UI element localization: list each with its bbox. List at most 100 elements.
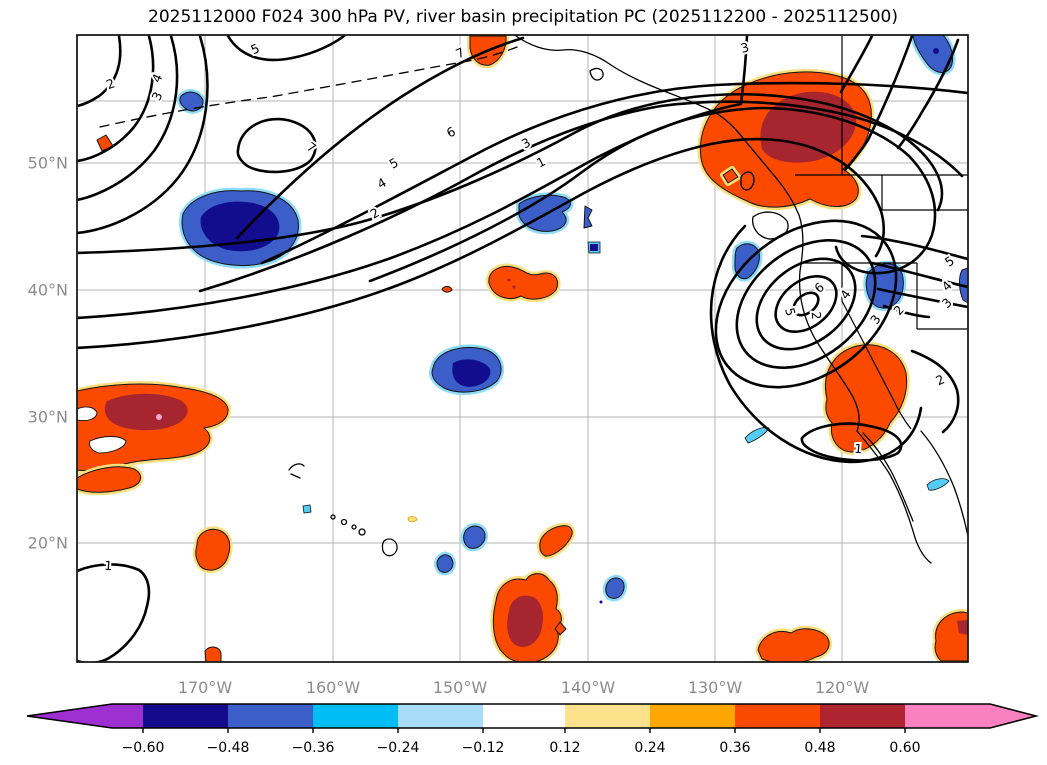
pv-contour — [77, 563, 151, 662]
pv-contour-label: 1 — [534, 154, 548, 171]
colorbar-tick-label: 0.12 — [549, 740, 580, 756]
hawaii-island — [351, 524, 357, 530]
positive-region-weak — [407, 516, 418, 523]
lon-tick-label: 170°W — [178, 678, 233, 697]
colorbar-segment — [398, 704, 483, 728]
colorbar-tick-label: −0.60 — [122, 740, 165, 756]
hawaii-island — [340, 518, 348, 526]
pv-contour — [77, 35, 209, 235]
colorbar-tick-label: 0.36 — [719, 740, 750, 756]
pv-contour — [882, 304, 931, 319]
lat-tick-label: 30°N — [28, 408, 68, 427]
pv-contour-label: 7 — [304, 139, 319, 156]
negative-region-core — [590, 244, 598, 251]
lat-tick-label: 40°N — [28, 281, 68, 300]
pv-contour — [77, 35, 122, 108]
colorbar-segment — [228, 704, 313, 728]
negative-region — [179, 91, 204, 112]
pv-contour-label: 2 — [933, 371, 947, 388]
map-frame — [76, 34, 969, 663]
positive-region — [204, 646, 222, 662]
pv-contour — [77, 137, 886, 350]
lon-tick-label: 150°W — [433, 678, 488, 697]
colorbar: −0.60 −0.48 −0.36 −0.24 −0.12 0.12 0.24 0.36 0.4… — [26, 703, 1040, 756]
pv-contour — [843, 35, 914, 172]
negative-region-core — [452, 359, 491, 387]
pv-contour-label: 6 — [444, 124, 458, 141]
negative-region — [583, 205, 593, 229]
colorbar-tick-label: 0.48 — [804, 740, 835, 756]
pv-contour-label: 7 — [453, 44, 467, 61]
positive-region — [757, 628, 830, 662]
pv-contour-label: 3 — [519, 135, 533, 152]
latitude-tick-labels: 50°N 40°N 30°N 20°N — [28, 154, 68, 553]
positive-speck — [507, 278, 511, 282]
positive-region-core — [507, 595, 543, 647]
pv-contour — [860, 234, 968, 261]
positive-region — [554, 621, 567, 636]
haida-gwaii-island — [740, 171, 755, 191]
negative-dot — [599, 600, 603, 604]
pv-contour — [755, 257, 857, 351]
pv-contour — [910, 349, 960, 434]
positive-region — [77, 466, 142, 493]
pv-contour-label: 3 — [739, 39, 751, 56]
ca-nv-border — [841, 263, 912, 430]
shading-gap — [89, 436, 127, 454]
positive-region — [195, 528, 231, 571]
pv-contour-label: 5 — [782, 306, 799, 318]
pv-contour-lines — [77, 35, 968, 662]
lon-tick-label: 130°W — [688, 678, 743, 697]
negative-region-light — [302, 504, 312, 514]
negative-region-light — [926, 478, 950, 491]
longitude-tick-labels: 170°W 160°W 150°W 140°W 130°W 120°W — [178, 678, 870, 697]
hawaii-island — [330, 514, 336, 520]
negative-region — [605, 577, 625, 599]
pv-contour — [226, 35, 346, 62]
positive-speck — [512, 285, 516, 289]
pv-contour-label: 4 — [939, 278, 955, 294]
negative-region — [912, 35, 954, 73]
pv-contour — [77, 35, 155, 163]
positive-region — [488, 266, 559, 300]
positive-region — [539, 525, 573, 557]
precip-negative-regions — [176, 35, 968, 604]
colorbar-left-arrow — [27, 704, 143, 728]
colorbar-segment — [735, 704, 820, 728]
pv-contour — [77, 35, 749, 320]
pv-contour-label: 2 — [809, 311, 825, 320]
positive-extreme-dot — [156, 414, 162, 420]
lon-tick-label: 120°W — [815, 678, 870, 697]
lat-tick-label: 50°N — [28, 154, 68, 173]
pv-contour — [876, 287, 968, 309]
lat-tick-label: 20°N — [28, 534, 68, 553]
lon-tick-label: 160°W — [306, 678, 361, 697]
coastline-mexico — [920, 430, 968, 536]
colorbar-tick-label: −0.12 — [462, 740, 505, 756]
colorbar-right-arrow — [905, 704, 1036, 728]
pv-contour-label: 4 — [837, 287, 854, 302]
colorbar-outline — [26, 703, 1040, 729]
pv-contour — [198, 100, 964, 293]
pv-contour — [896, 38, 960, 150]
colorbar-segment — [313, 704, 398, 728]
positive-region-core — [104, 393, 188, 431]
plot-title: 2025112000 F024 300 hPa PV, river basin … — [148, 7, 898, 27]
aleutian-islands — [99, 46, 518, 128]
shading-gap — [77, 406, 98, 422]
pv-contour — [870, 261, 968, 289]
atoll-outline — [288, 463, 305, 479]
colorbar-tick-label: 0.60 — [889, 740, 920, 756]
colorbar-tick-label: −0.24 — [377, 740, 420, 756]
pv-contour — [792, 291, 820, 317]
pv-contour — [235, 36, 525, 240]
positive-region-core — [957, 620, 968, 635]
pv-contour — [709, 224, 923, 464]
pv-contour — [735, 238, 877, 370]
negative-region-core — [933, 48, 939, 54]
colorbar-tick-label: 0.24 — [634, 740, 665, 756]
pv-contour — [236, 117, 317, 174]
positive-region — [441, 286, 453, 293]
negative-region — [436, 554, 454, 573]
